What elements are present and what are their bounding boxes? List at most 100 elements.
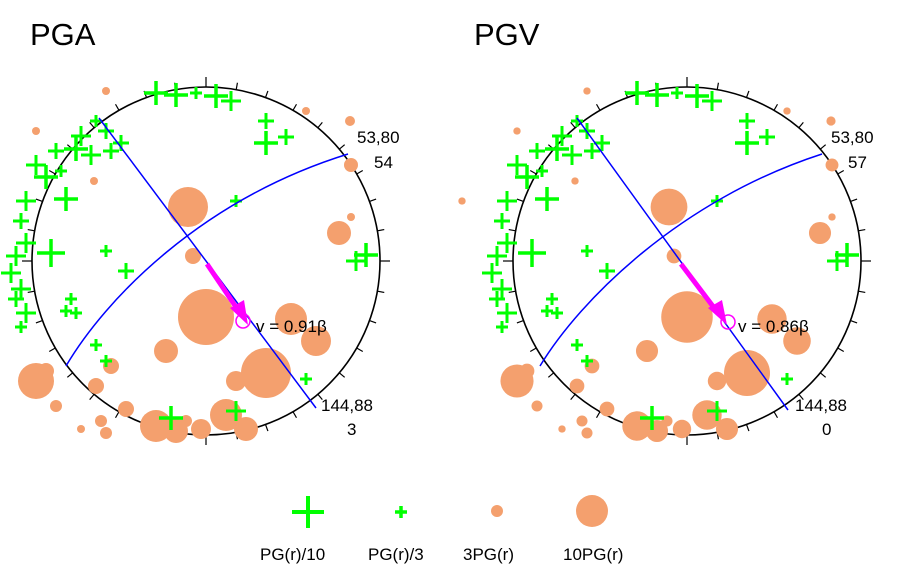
- dot-marker: [38, 363, 54, 379]
- plane-b-label: 144,88: [321, 396, 373, 415]
- dot-marker: [707, 371, 727, 391]
- azimuth-tick: [773, 103, 779, 111]
- azimuth-tick: [356, 169, 364, 175]
- dot-marker: [90, 177, 98, 185]
- dot-marker: [164, 419, 188, 443]
- dot-marker: [645, 419, 669, 443]
- dot-marker: [234, 417, 258, 441]
- dot-marker: [581, 427, 593, 439]
- azimuth-tick: [48, 347, 56, 353]
- azimuth-tick: [264, 424, 269, 432]
- dot-marker: [828, 213, 836, 221]
- azimuth-tick: [89, 121, 95, 129]
- azimuth-tick: [529, 347, 537, 353]
- dot-marker: [599, 401, 615, 417]
- azimuth-tick: [819, 144, 827, 150]
- azimuth-tick: [264, 90, 269, 98]
- azimuth-tick: [89, 393, 95, 401]
- dot-marker: [519, 363, 535, 379]
- legend: PG(r)/10 PG(r)/3 3PG(r) 10PG(r): [260, 495, 623, 564]
- stereonet-circle: [512, 86, 862, 436]
- dot-marker: [666, 248, 682, 264]
- azimuth-tick: [837, 169, 845, 175]
- dot-marker: [583, 87, 591, 95]
- dot-marker: [672, 419, 692, 439]
- plane-b-value: 3: [347, 420, 356, 439]
- dot-marker: [301, 326, 331, 356]
- azimuth-tick: [317, 393, 323, 401]
- panel-title: PGA: [30, 17, 96, 52]
- dot-marker: [825, 158, 839, 172]
- dot-marker: [275, 303, 307, 335]
- azimuth-tick: [317, 121, 323, 129]
- dot-marker: [569, 378, 585, 394]
- plane-b-label: 144,88: [795, 396, 847, 415]
- panel-pga: PGA v = 0.91β 53,80 54 144,88 3: [1, 17, 400, 445]
- dot-marker: [178, 289, 234, 345]
- dot-marker: [102, 87, 110, 95]
- dot-marker: [241, 348, 291, 398]
- small-plus-icon: [395, 506, 407, 518]
- dot-marker: [661, 291, 713, 343]
- small-dot-icon: [491, 505, 503, 517]
- dot-marker: [88, 378, 104, 394]
- dot-marker: [576, 415, 588, 427]
- stereonet-ring: [503, 77, 871, 445]
- plane-a-label: 53,80: [831, 128, 874, 147]
- azimuth-tick: [48, 169, 56, 175]
- azimuth-tick: [292, 411, 298, 419]
- plane-b-value: 0: [822, 420, 831, 439]
- dot-marker: [191, 419, 211, 439]
- legend-label: PG(r)/10: [260, 545, 325, 564]
- dot-marker: [154, 339, 178, 363]
- azimuth-tick: [377, 290, 385, 294]
- velocity-label: v = 0.86β: [738, 317, 809, 336]
- dot-marker: [826, 116, 836, 126]
- panel-pgv: PGV v = 0.86β 53,80 57 144,88 0: [458, 17, 874, 445]
- azimuth-tick: [595, 103, 601, 111]
- azimuth-tick: [819, 372, 827, 378]
- dot-marker: [302, 107, 310, 115]
- plane-a-value: 54: [374, 153, 393, 172]
- azimuth-tick: [745, 90, 750, 98]
- azimuth-tick: [858, 228, 866, 232]
- dot-marker: [50, 400, 62, 412]
- azimuth-tick: [235, 82, 239, 90]
- dot-marker: [347, 213, 355, 221]
- nodal-plane-arc: [539, 153, 823, 367]
- dot-marker: [168, 187, 208, 227]
- azimuth-tick: [369, 319, 377, 324]
- dot-marker: [715, 417, 739, 441]
- azimuth-tick: [529, 169, 537, 175]
- azimuth-tick: [114, 411, 120, 419]
- azimuth-tick: [338, 144, 346, 150]
- dot-marker: [783, 327, 811, 355]
- dot-marker: [692, 400, 722, 430]
- azimuth-tick: [798, 121, 804, 129]
- azimuth-tick: [27, 290, 35, 294]
- dot-marker: [32, 127, 40, 135]
- azimuth-tick: [35, 198, 43, 203]
- dot-marker: [571, 177, 579, 185]
- panel-title: PGV: [474, 17, 540, 52]
- azimuth-tick: [292, 103, 298, 111]
- plane-a-value: 57: [848, 153, 867, 172]
- dot-marker: [724, 350, 770, 396]
- azimuth-tick: [850, 198, 858, 203]
- amplitude-markers: [1, 81, 378, 443]
- dot-marker: [344, 158, 358, 172]
- rupture-direction-arrow: [204, 262, 251, 329]
- azimuth-tick: [837, 347, 845, 353]
- azimuth-tick: [508, 290, 516, 294]
- dot-marker: [531, 400, 543, 412]
- large-plus-icon: [292, 496, 324, 528]
- nodal-plane-arc: [65, 153, 349, 367]
- dot-marker: [345, 116, 355, 126]
- azimuth-tick: [547, 372, 555, 378]
- azimuth-tick: [745, 424, 750, 432]
- azimuth-tick: [369, 198, 377, 203]
- azimuth-tick: [27, 228, 35, 232]
- dot-marker: [118, 401, 134, 417]
- azimuth-tick: [356, 347, 364, 353]
- azimuth-tick: [66, 372, 74, 378]
